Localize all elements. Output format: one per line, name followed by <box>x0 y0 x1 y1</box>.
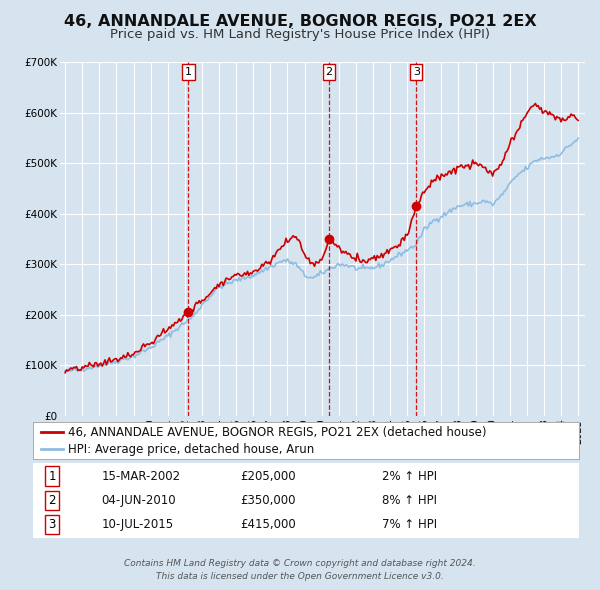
Text: 8% ↑ HPI: 8% ↑ HPI <box>382 494 437 507</box>
Text: 46, ANNANDALE AVENUE, BOGNOR REGIS, PO21 2EX: 46, ANNANDALE AVENUE, BOGNOR REGIS, PO21… <box>64 14 536 29</box>
Text: 10-JUL-2015: 10-JUL-2015 <box>101 518 173 531</box>
Text: 2: 2 <box>325 67 332 77</box>
Text: 2: 2 <box>49 494 56 507</box>
Text: 7% ↑ HPI: 7% ↑ HPI <box>382 518 437 531</box>
Text: 3: 3 <box>49 518 56 531</box>
Text: £350,000: £350,000 <box>241 494 296 507</box>
Text: Price paid vs. HM Land Registry's House Price Index (HPI): Price paid vs. HM Land Registry's House … <box>110 28 490 41</box>
Text: £205,000: £205,000 <box>241 470 296 483</box>
Text: 2% ↑ HPI: 2% ↑ HPI <box>382 470 437 483</box>
Text: Contains HM Land Registry data © Crown copyright and database right 2024.: Contains HM Land Registry data © Crown c… <box>124 559 476 568</box>
Text: This data is licensed under the Open Government Licence v3.0.: This data is licensed under the Open Gov… <box>156 572 444 581</box>
Text: HPI: Average price, detached house, Arun: HPI: Average price, detached house, Arun <box>68 442 315 455</box>
Text: 1: 1 <box>49 470 56 483</box>
Text: 1: 1 <box>185 67 192 77</box>
Text: 15-MAR-2002: 15-MAR-2002 <box>101 470 181 483</box>
Text: 04-JUN-2010: 04-JUN-2010 <box>101 494 176 507</box>
Text: 3: 3 <box>413 67 420 77</box>
Text: 46, ANNANDALE AVENUE, BOGNOR REGIS, PO21 2EX (detached house): 46, ANNANDALE AVENUE, BOGNOR REGIS, PO21… <box>68 426 487 439</box>
Text: £415,000: £415,000 <box>241 518 296 531</box>
